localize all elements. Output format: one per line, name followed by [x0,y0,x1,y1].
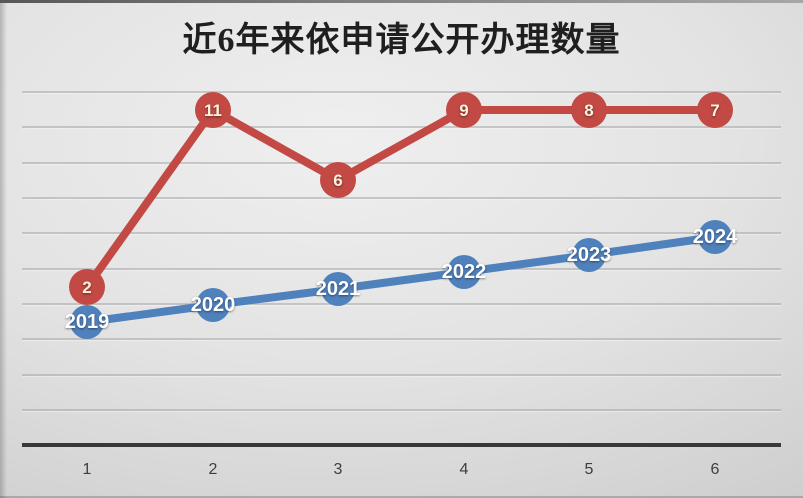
bottom-edge-shadow [0,496,803,498]
chart-title: 近6年来依申请公开办理数量 [182,22,621,59]
red-count-series-line [83,106,719,291]
blue-year-series-line [83,233,719,326]
